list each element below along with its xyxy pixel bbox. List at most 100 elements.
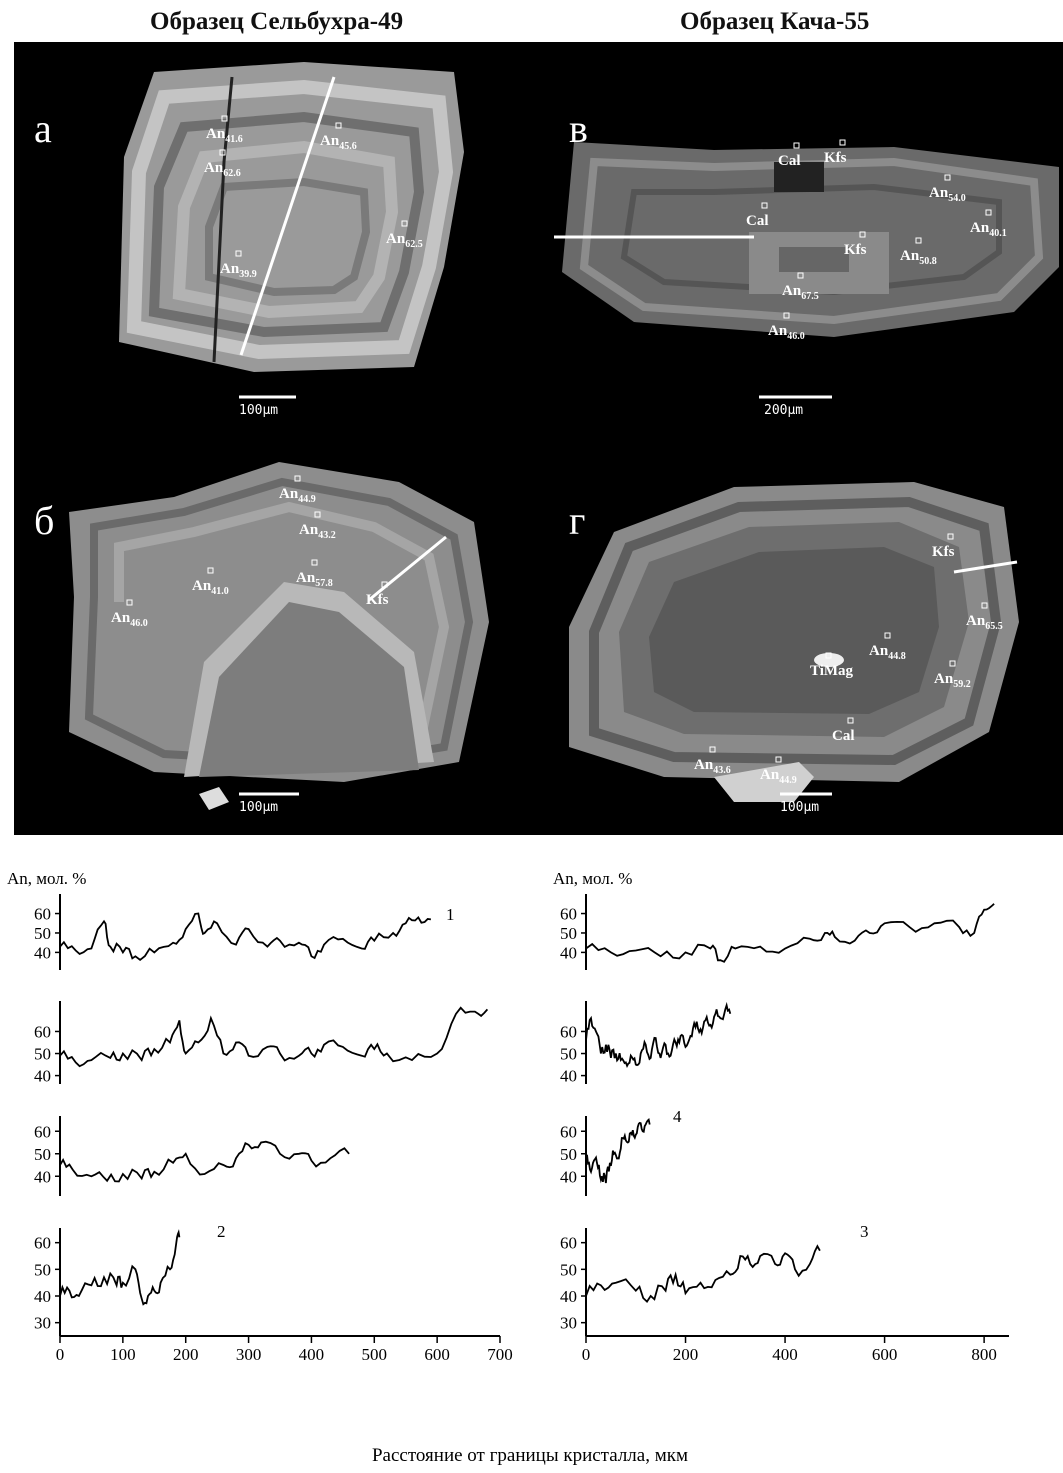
- profile-number: 4: [673, 1107, 682, 1126]
- analysis-point-marker: [294, 475, 301, 482]
- profile-line: [585, 1001, 732, 1068]
- annotation-base: Cal: [746, 213, 769, 229]
- annotation-base: An: [220, 261, 240, 277]
- y-tick-label: 40: [560, 1287, 577, 1306]
- x-axis: 0 100 200 300 400 500 600 700: [56, 1335, 513, 1364]
- annotation-base: An: [386, 231, 406, 247]
- annotation-label: An65.5: [966, 613, 1003, 632]
- analysis-point-marker: [207, 567, 214, 574]
- y-tick-label: 40: [560, 1067, 577, 1086]
- profile-number: 1: [446, 905, 455, 924]
- y-tick-label: 60: [34, 1022, 51, 1041]
- analysis-point-marker: [335, 122, 342, 129]
- scale-bar-a: 100µm: [239, 395, 296, 418]
- annotation-base: Cal: [778, 153, 801, 169]
- annotation-label: An41.0: [192, 578, 229, 597]
- annotation-sub: 67.5: [801, 291, 819, 302]
- annotation-label: An46.0: [111, 610, 148, 629]
- analysis-point-marker: [793, 142, 800, 149]
- annotation-base: An: [296, 570, 316, 586]
- annotation-base: An: [782, 283, 802, 299]
- y-tick-label: 60: [34, 1234, 51, 1253]
- annotation-sub: 50.8: [919, 256, 937, 267]
- x-tick-label: 500: [362, 1345, 388, 1364]
- y-tick-label: 60: [560, 1122, 577, 1141]
- y-tick-label: 60: [560, 905, 577, 924]
- annotation-sub: 46.0: [787, 331, 805, 342]
- analysis-point-marker: [311, 559, 318, 566]
- scale-label-g: 100µm: [780, 800, 819, 815]
- analysis-point-marker: [219, 149, 226, 156]
- y-tick-label: 50: [560, 1145, 577, 1164]
- y-tick-label: 30: [560, 1314, 577, 1333]
- x-tick-label: 600: [872, 1345, 898, 1364]
- annotation-base: An: [929, 185, 949, 201]
- analysis-point-marker: [381, 581, 388, 588]
- analysis-point-marker: [839, 139, 846, 146]
- x-tick-label: 200: [173, 1345, 199, 1364]
- y-tick-label: 60: [34, 905, 51, 924]
- annotation-label: An44.9: [279, 486, 316, 505]
- annotation-label: Cal: [778, 153, 801, 169]
- annotation-sub: 62.5: [405, 239, 423, 250]
- an-profiles: An, мол. % An, мол. % Расстояние от гран…: [0, 840, 1063, 1468]
- analysis-point-marker: [775, 756, 782, 763]
- annotation-base: An: [694, 757, 714, 773]
- y-tick-label: 40: [34, 943, 51, 962]
- analysis-point-marker: [401, 220, 408, 227]
- analysis-point-marker: [126, 599, 133, 606]
- annotation-base: Cal: [832, 728, 855, 744]
- y-tick-label: 50: [34, 1145, 51, 1164]
- annotation-sub: 43.6: [713, 765, 731, 776]
- an-profile-plot: 40 50 60: [560, 1001, 732, 1086]
- profile-line: [59, 1140, 350, 1183]
- an-profile-plot: 40 50 60: [34, 1001, 489, 1086]
- y-tick-label: 40: [560, 943, 577, 962]
- y-tick-label: 50: [34, 1260, 51, 1279]
- crystal-v: [554, 142, 1059, 337]
- x-tick-label: 0: [582, 1345, 591, 1364]
- profile-line: [59, 1229, 181, 1306]
- annotation-base: An: [320, 133, 340, 149]
- annotation-base: Kfs: [932, 544, 955, 560]
- bse-images: а в б г 100µm 200µm 100µm 100µm An41.6 An…: [14, 42, 1063, 835]
- annotation-sub: 41.6: [225, 134, 243, 145]
- annotation-sub: 43.2: [318, 530, 336, 541]
- annotation-sub: 45.6: [339, 141, 357, 152]
- analysis-point-marker: [859, 231, 866, 238]
- annotation-label: An62.5: [386, 231, 423, 250]
- y-tick-label: 60: [560, 1234, 577, 1253]
- annotation-base: An: [206, 126, 226, 142]
- annotation-base: An: [204, 160, 224, 176]
- y-tick-label: 50: [560, 1260, 577, 1279]
- analysis-point-marker: [949, 660, 956, 667]
- annotation-label: Kfs: [366, 592, 389, 608]
- x-tick-label: 800: [971, 1345, 997, 1364]
- annotation-label: An44.9: [760, 767, 797, 786]
- scale-label-b: 100µm: [239, 800, 278, 815]
- analysis-point-marker: [915, 237, 922, 244]
- annotation-sub: 54.0: [948, 193, 966, 204]
- ylabel-right: An, мол. %: [553, 869, 632, 888]
- profile-line: [59, 1006, 489, 1068]
- annotation-label: Kfs: [932, 544, 955, 560]
- bse-panels-svg: а в б г 100µm 200µm 100µm 100µm An41.6 An…: [34, 62, 1059, 815]
- x-tick-label: 400: [772, 1345, 798, 1364]
- y-tick-label: 60: [34, 1122, 51, 1141]
- annotation-label: An43.2: [299, 522, 336, 541]
- annotation-base: An: [299, 522, 319, 538]
- an-profile-plot: 30 40 50 60 2: [34, 1222, 226, 1336]
- x-tick-label: 600: [424, 1345, 450, 1364]
- annotation-label: An59.2: [934, 671, 971, 690]
- annotation-label: An46.0: [768, 323, 805, 342]
- y-tick-label: 40: [34, 1287, 51, 1306]
- annotation-label: An67.5: [782, 283, 819, 302]
- y-tick-label: 40: [34, 1167, 51, 1186]
- annotation-base: An: [279, 486, 299, 502]
- annotation-label: An57.8: [296, 570, 333, 589]
- analysis-point-marker: [884, 632, 891, 639]
- annotation-sub: 57.8: [315, 578, 333, 589]
- annotation-base: Kfs: [824, 150, 847, 166]
- annotation-sub: 44.8: [888, 651, 906, 662]
